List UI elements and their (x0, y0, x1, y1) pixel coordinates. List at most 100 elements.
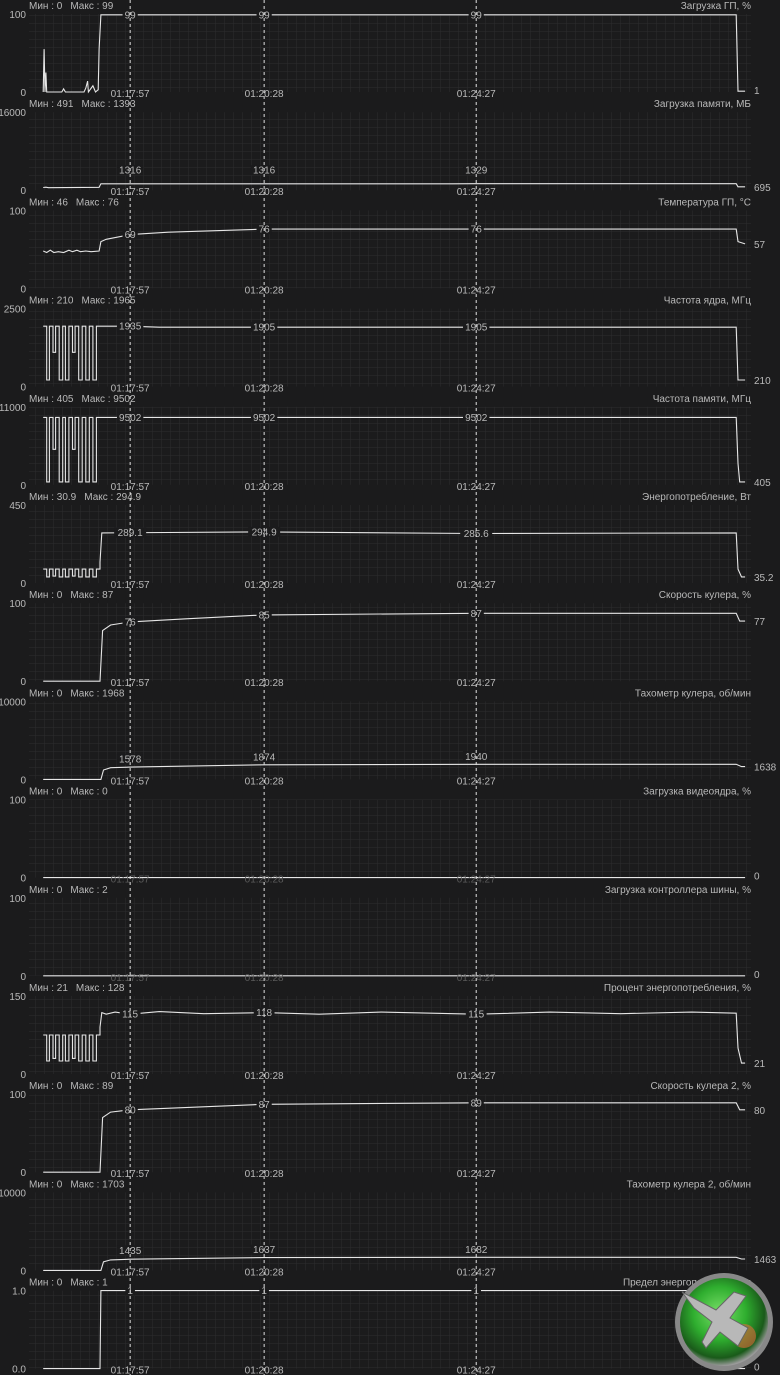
series-line (43, 612, 746, 682)
panel-10: Мин : 0 Макс : 2 Загрузка контроллера шины… (9, 885, 760, 984)
min-label: Мин : 30.9 (29, 492, 77, 503)
plot-grid (29, 1094, 751, 1173)
marker-value-bg (460, 528, 493, 539)
series-line (42, 228, 746, 254)
panel-13: Мин : 0 Макс : 1703 Тахометр кулера 2, об/… (0, 1178, 777, 1278)
marker-value-bg (114, 527, 147, 538)
marker-value-bg (250, 322, 278, 333)
y-axis-max: 100 (9, 894, 26, 905)
panel-2: Мин : 491 Макс : 1393 Загрузка памяти, МБ 1… (0, 99, 771, 198)
plot-grid (29, 1290, 751, 1369)
max-label: Макс : 89 (70, 1081, 113, 1092)
y-axis-min: 0 (20, 972, 26, 983)
current-value: 21 (754, 1059, 766, 1070)
y-axis-max: 100 (9, 10, 26, 21)
marker-value: 1578 (119, 755, 142, 766)
min-label: Мин : 0 (29, 787, 63, 798)
panel-title: Загрузка ГП, % (681, 1, 751, 12)
marker-value: 1905 (465, 323, 488, 334)
min-label: Мин : 0 (29, 1, 63, 12)
max-label: Макс : 1393 (81, 99, 136, 110)
y-axis-min: 0 (20, 284, 26, 295)
marker-value: 289.1 (118, 528, 143, 539)
y-axis-min: 0 (20, 775, 26, 786)
marker-value: 1316 (253, 166, 276, 177)
y-axis-min: 0 (20, 383, 26, 394)
panel-12: Мин : 0 Макс : 89 Скорость кулера 2, % 100 0… (9, 1081, 765, 1180)
panel-1: Мин : 0 Макс : 99 Загрузка ГП, % 100 0 01:17:… (9, 1, 760, 100)
current-value: 1638 (754, 763, 777, 774)
current-value: 695 (754, 183, 771, 194)
series-line (43, 531, 746, 578)
min-label: Мин : 0 (29, 590, 63, 601)
panel-8: Мин : 0 Макс : 1968 Тахометр кулера, об/ми… (0, 687, 777, 787)
time-label: 01:24:27 (457, 384, 496, 395)
y-axis-max: 11000 (0, 403, 26, 414)
y-axis-max: 2500 (4, 305, 27, 316)
marker-value-bg (463, 412, 490, 423)
min-label: Мин : 210 (29, 296, 74, 307)
y-axis-max: 450 (9, 501, 26, 512)
panel-title: Энергопотребление, Вт (642, 491, 751, 503)
plot-grid (29, 406, 751, 485)
panel-11: Мин : 21 Макс : 128 Процент энергопотребле… (9, 982, 765, 1082)
panel-7: Мин : 0 Макс : 87 Скорость кулера, % 100 0 01… (9, 590, 765, 689)
y-axis-min: 0 (20, 481, 26, 492)
max-label: Макс : 1 (70, 1278, 108, 1289)
max-label: Макс : 128 (76, 983, 125, 994)
min-label: Мин : 21 (29, 983, 68, 994)
current-value: 210 (754, 376, 771, 387)
plot-grid (29, 14, 751, 92)
time-label: 01:17:57 (111, 384, 150, 395)
max-label: Макс : 9502 (81, 394, 136, 405)
plot-grid (29, 112, 751, 191)
marker-value: 9502 (253, 413, 276, 424)
max-label: Макс : 1965 (81, 296, 136, 307)
plot-grid (29, 996, 751, 1074)
marker-value-bg (116, 754, 144, 765)
y-axis-min: 0 (20, 1168, 26, 1179)
current-value: 1 (754, 86, 760, 97)
panel-title: Температура ГП, °С (658, 197, 751, 208)
y-axis-max: 100 (9, 796, 26, 807)
panel-title: Процент энергопотребления, % (604, 982, 751, 994)
marker-value-bg (463, 322, 490, 333)
max-label: Макс : 76 (76, 197, 119, 208)
series-line (43, 1256, 746, 1271)
marker-value-bg (116, 412, 144, 423)
y-axis-min: 0.0 (12, 1365, 26, 1375)
marker-value: 99 (259, 10, 271, 21)
time-label: 01:24:27 (457, 580, 496, 591)
marker-value: 1435 (119, 1246, 142, 1257)
time-label: 01:20:28 (245, 580, 284, 591)
y-axis-max: 10000 (0, 697, 26, 708)
marker-value-bg (122, 1104, 138, 1115)
min-label: Мин : 0 (29, 1278, 63, 1289)
series-line (43, 1011, 746, 1064)
current-value: 57 (754, 240, 766, 251)
min-label: Мин : 0 (29, 1081, 63, 1092)
max-label: Макс : 1703 (70, 1179, 125, 1190)
y-axis-max: 10000 (0, 1188, 26, 1199)
time-label: 01:17:57 (111, 89, 150, 100)
min-label: Мин : 491 (29, 99, 74, 110)
series-line (42, 14, 746, 94)
marker-value: 9502 (465, 413, 488, 424)
current-value: 405 (754, 478, 771, 489)
current-value: 35.2 (754, 573, 774, 584)
time-label: 01:17:57 (111, 1169, 150, 1180)
current-value: 0 (754, 970, 760, 981)
current-value: 80 (754, 1106, 766, 1117)
series-line (43, 763, 746, 780)
marker-value: 85 (259, 610, 271, 621)
current-value: 0 (754, 872, 760, 883)
marker-value: 294.9 (252, 527, 277, 538)
y-axis-min: 0 (20, 1070, 26, 1081)
marker-value: 118 (256, 1008, 272, 1019)
panel-9: Мин : 0 Макс : 0 Загрузка видеоядра, % 100 0… (9, 787, 760, 886)
y-axis-min: 0 (20, 874, 26, 885)
panel-5: Мин : 405 Макс : 9502 Частота памяти, МГц 1… (0, 394, 771, 493)
time-label: 01:20:28 (245, 384, 284, 395)
min-label: Мин : 0 (29, 688, 63, 699)
